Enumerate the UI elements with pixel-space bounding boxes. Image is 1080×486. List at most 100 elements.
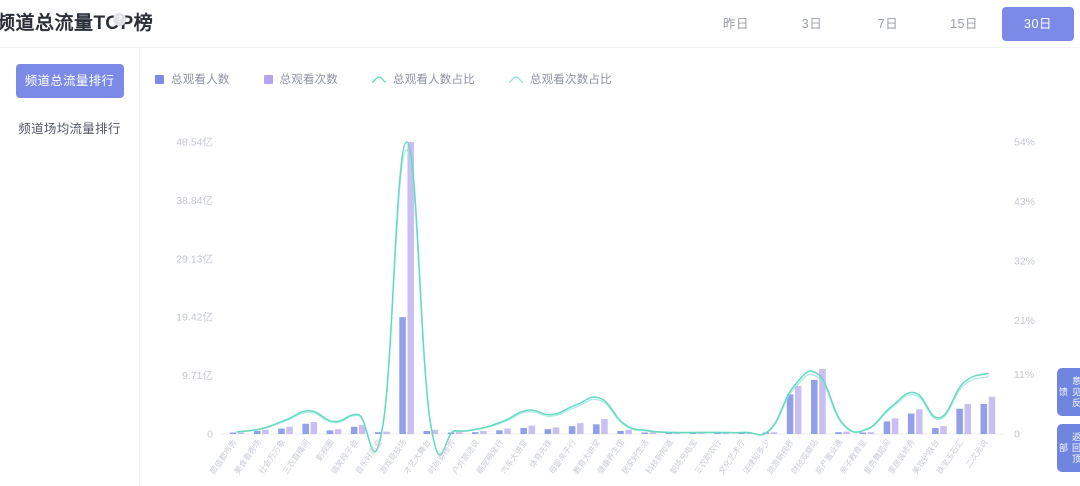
bar-views[interactable] xyxy=(359,424,366,434)
bar-people[interactable] xyxy=(399,317,406,434)
bar-views[interactable] xyxy=(649,432,657,434)
x-axis-tick: 影视圈 xyxy=(314,437,336,462)
range-tab-3[interactable]: 15日 xyxy=(950,17,978,31)
bar-people[interactable] xyxy=(568,426,576,434)
bar-views[interactable] xyxy=(916,409,923,434)
bar-people[interactable] xyxy=(544,429,552,434)
bar-views[interactable] xyxy=(794,385,802,434)
bar-people[interactable] xyxy=(956,408,963,434)
y-axis-right-tick: 43% xyxy=(1014,196,1035,208)
page-header: 频道总流量TOP榜 ? 昨日 3日 7日 15日 30日 xyxy=(0,0,1080,48)
bar-views[interactable] xyxy=(237,432,245,435)
legend-item-3[interactable]: 总观看次数占比 xyxy=(508,71,612,87)
x-axis-tick: 体育先锋 xyxy=(527,437,554,469)
y-axis-left-tick: 38.84亿 xyxy=(176,194,213,207)
sidebar-item-1[interactable]: 频道场均流量排行 xyxy=(18,122,121,136)
bar-views[interactable] xyxy=(891,418,899,434)
y-axis-right-tick: 54% xyxy=(1014,137,1035,149)
bar-views[interactable] xyxy=(988,396,996,434)
bar-views[interactable] xyxy=(601,418,608,434)
y-axis-right-tick: 11% xyxy=(1014,369,1034,381)
range-tab-0[interactable]: 昨日 xyxy=(722,17,749,31)
question-mark-icon[interactable]: ? xyxy=(113,13,126,26)
legend-swatch-icon xyxy=(155,74,164,84)
bar-people[interactable] xyxy=(932,427,939,434)
y-axis-left-tick: 9.71亿 xyxy=(182,369,213,382)
legend-item-0[interactable]: 总观看人数 xyxy=(155,71,230,87)
bar-views[interactable] xyxy=(310,421,318,434)
y-axis-right-tick: 21% xyxy=(1014,315,1035,327)
legend-label: 总观看人数占比 xyxy=(393,74,475,86)
page-title: 频道总流量TOP榜 xyxy=(0,13,154,34)
back-to-top-button[interactable]: 返回顶部 xyxy=(1057,424,1080,472)
bar-views[interactable] xyxy=(431,429,439,434)
bar-views[interactable] xyxy=(940,426,947,434)
x-axis-tick-label: 二次元说 xyxy=(963,437,990,469)
bar-views[interactable] xyxy=(770,432,778,434)
bar-views[interactable] xyxy=(334,429,342,434)
bar-people[interactable] xyxy=(278,428,285,434)
bar-people[interactable] xyxy=(859,432,866,435)
sidebar-item-0[interactable]: 频道总流量排行 xyxy=(15,64,124,98)
bar-people[interactable] xyxy=(641,432,649,435)
legend-label: 总观看次数占比 xyxy=(529,74,612,86)
x-axis-tick: 二次元说 xyxy=(963,437,990,469)
legend-item-1[interactable]: 总观看次数 xyxy=(263,71,339,87)
line-people-ratio[interactable] xyxy=(236,141,989,456)
bar-views[interactable] xyxy=(819,369,826,434)
legend-label: 总观看次数 xyxy=(279,74,338,86)
bar-views[interactable] xyxy=(407,142,414,434)
bar-views[interactable] xyxy=(262,429,269,434)
bar-views[interactable] xyxy=(504,428,511,434)
chart-area: 0 9.71亿 19.42亿 29.13亿 38.84亿 48.54亿 0 11% 21% 32%… xyxy=(140,100,1080,486)
legend-item-2[interactable]: 总观看人数占比 xyxy=(372,71,475,87)
sidebar: 频道总流量排行频道场均流量排行 xyxy=(0,48,140,486)
bar-people[interactable] xyxy=(350,426,358,434)
y-axis-left-tick: 19.42亿 xyxy=(176,311,213,324)
date-range-tabs[interactable]: 昨日 3日 7日 15日 30日 xyxy=(698,6,1074,42)
bar-people[interactable] xyxy=(980,403,988,434)
back-to-top-label: 返回顶部 xyxy=(1058,431,1080,465)
bar-views[interactable] xyxy=(843,431,850,434)
bar-people[interactable] xyxy=(883,421,891,434)
bar-views[interactable] xyxy=(964,403,972,434)
bar-views[interactable] xyxy=(528,425,536,434)
bar-people[interactable] xyxy=(907,413,915,434)
bar-people[interactable] xyxy=(375,432,382,434)
legend-swatch-icon xyxy=(263,74,273,84)
feedback-label: 意见反馈 xyxy=(1058,375,1080,409)
bar-views[interactable] xyxy=(867,432,875,434)
y-axis-left-tick: 0 xyxy=(207,429,213,441)
range-tab-4[interactable]: 30日 xyxy=(1002,7,1074,41)
bar-people[interactable] xyxy=(617,430,624,434)
bar-views[interactable] xyxy=(455,432,463,434)
y-axis-left-tick: 29.13亿 xyxy=(176,252,213,265)
range-tab-2[interactable]: 7日 xyxy=(877,17,899,31)
header-divider xyxy=(0,47,1080,48)
bar-views[interactable] xyxy=(625,429,632,434)
bar-people[interactable] xyxy=(786,394,794,434)
bar-people[interactable] xyxy=(665,432,673,435)
bar-people[interactable] xyxy=(835,432,842,434)
bar-views[interactable] xyxy=(286,426,293,434)
feedback-button[interactable]: 意见反馈 xyxy=(1057,368,1080,416)
bar-people[interactable] xyxy=(811,379,818,434)
legend-label: 总观看人数 xyxy=(171,74,230,86)
bar-views[interactable] xyxy=(383,431,390,434)
bar-views[interactable] xyxy=(576,423,584,434)
traffic-chart: 0 9.71亿 19.42亿 29.13亿 38.84亿 48.54亿 0 11% 21% 32%… xyxy=(176,136,1035,476)
bar-people[interactable] xyxy=(593,424,600,434)
bar-people[interactable] xyxy=(253,430,261,434)
bar-people[interactable] xyxy=(326,430,334,434)
bar-people[interactable] xyxy=(496,430,503,434)
bar-people[interactable] xyxy=(471,432,479,434)
bar-people[interactable] xyxy=(229,432,237,435)
bar-people[interactable] xyxy=(423,430,431,434)
bar-views[interactable] xyxy=(480,430,487,434)
x-axis-tick-label: 体育先锋 xyxy=(527,437,554,469)
chart-legend: 总观看人数 总观看次数 总观看人数占比 总观看次数占比 xyxy=(155,68,646,90)
range-tab-1[interactable]: 3日 xyxy=(801,17,823,31)
bar-views[interactable] xyxy=(552,427,560,434)
bar-people[interactable] xyxy=(520,427,527,434)
bar-people[interactable] xyxy=(302,423,309,434)
